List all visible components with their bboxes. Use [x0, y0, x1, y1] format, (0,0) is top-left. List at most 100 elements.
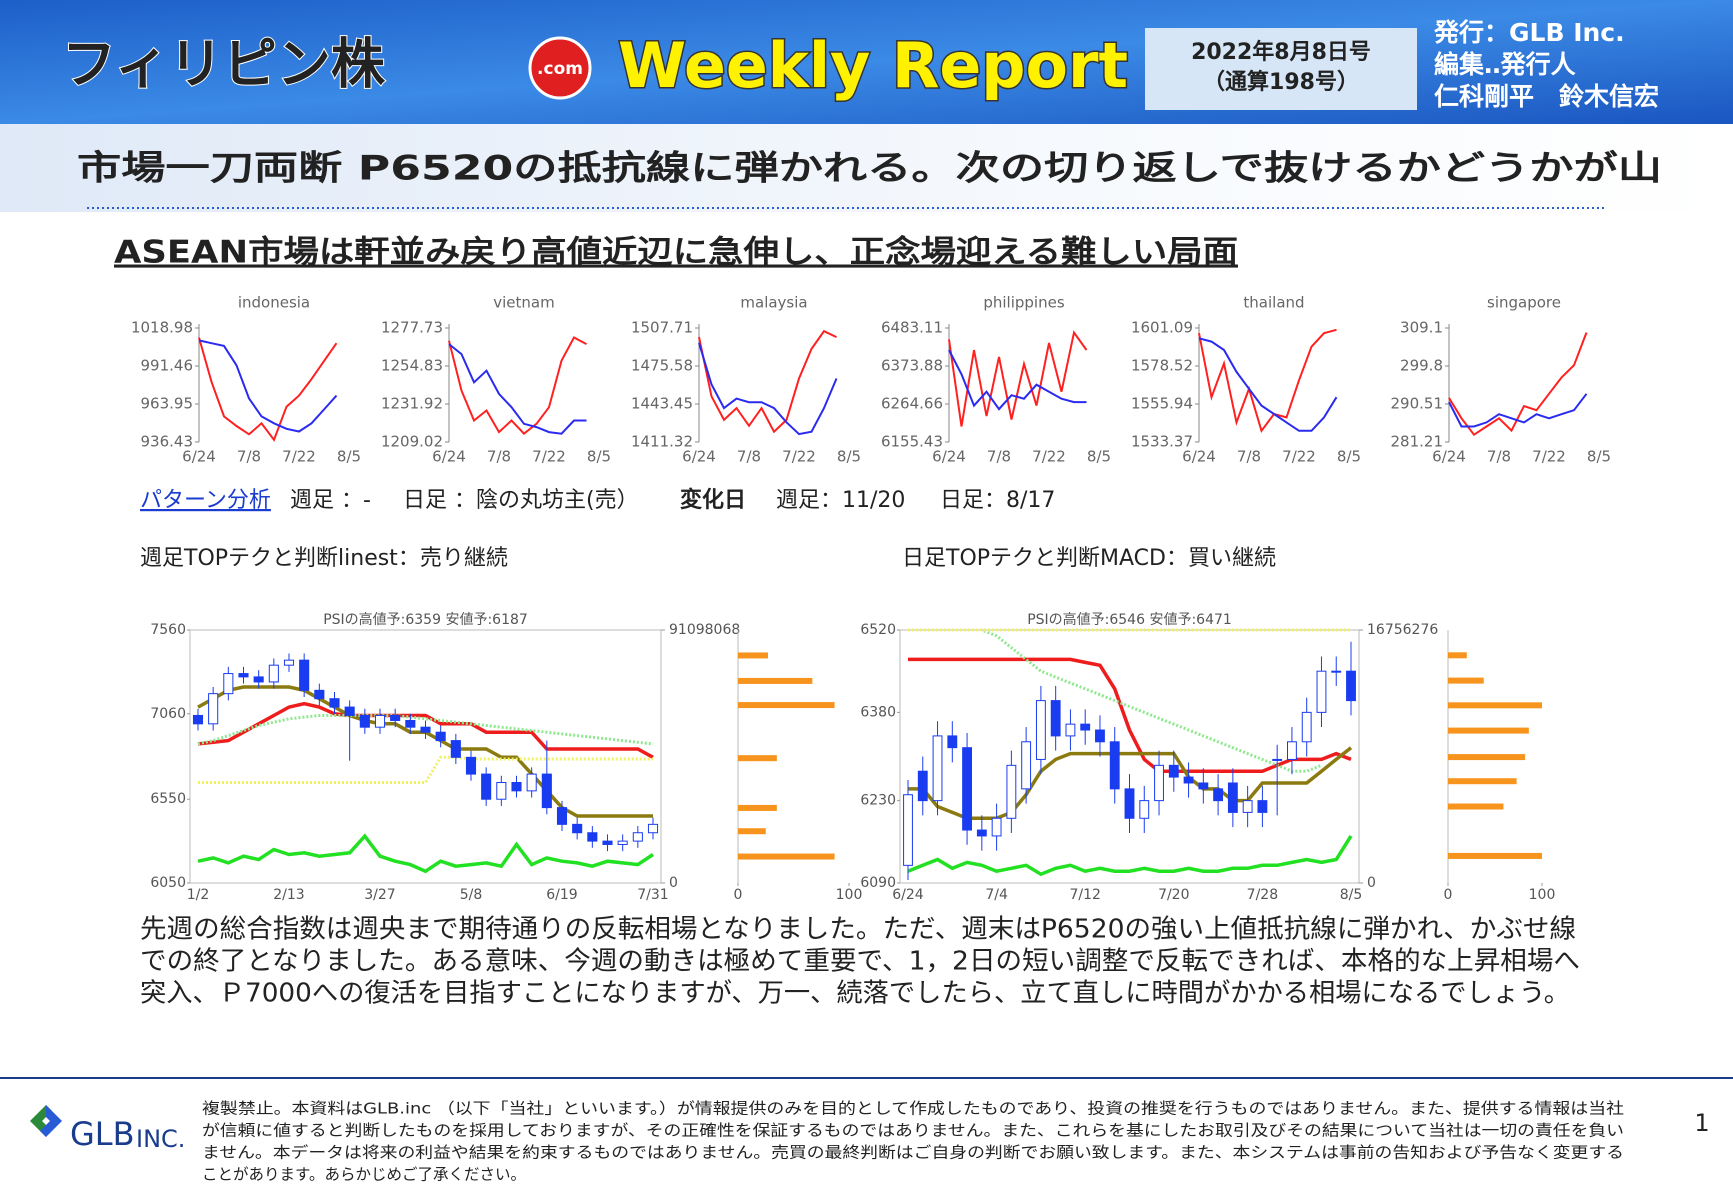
- x-tick-label: 0: [1444, 887, 1453, 903]
- y-tick-label: 1254.83: [381, 356, 443, 374]
- y-tick-label: 1475.58: [631, 357, 693, 375]
- y-tick-label: 290.51: [1391, 394, 1444, 412]
- x-tick-label: 6/19: [546, 887, 577, 903]
- x-tick-label: 8/5: [337, 448, 361, 466]
- candle-body: [1301, 711, 1312, 743]
- notice: ません。本データは将来の利益や結果を約束するものではありません。売買の最終判断は…: [202, 1143, 1624, 1162]
- y2-tick-label: 0: [1367, 875, 1376, 891]
- series-line: [448, 336, 587, 436]
- y2-tick-label: 16756276: [1367, 622, 1438, 638]
- series-line: [948, 349, 1087, 411]
- candle-body: [374, 714, 386, 728]
- mini-title: philippines: [983, 294, 1064, 312]
- y-tick-label: 6483.11: [881, 319, 943, 337]
- candle-body: [917, 770, 928, 802]
- indicator-line: [197, 833, 654, 874]
- candle-body: [435, 731, 446, 742]
- candle-body: [632, 832, 643, 842]
- candle-body: [991, 817, 1002, 837]
- pattern-daily: 日足 ：陰の丸坊主(売）: [403, 488, 639, 513]
- y-tick-label: 1018.98: [131, 319, 193, 337]
- candle-body: [238, 673, 249, 678]
- y-tick-label: 1555.94: [1131, 395, 1193, 413]
- x-tick-label: 6/24: [1182, 448, 1216, 466]
- candle-body: [1183, 776, 1194, 784]
- y-tick-label: 6373.88: [881, 357, 943, 375]
- candle-body: [617, 840, 628, 845]
- y-tick-label: 1601.09: [1131, 319, 1193, 337]
- notice: ことがあります。あらかじめご了承ください。: [202, 1166, 526, 1184]
- chart-title: PSIの高値予:6546 安値予:6471: [1027, 611, 1232, 628]
- issue-box: [1145, 28, 1417, 110]
- headline: 市場一刀両断 P6520の抵抗線に弾かれる。次の切り返しで抜けるかどうかが山: [77, 149, 1662, 189]
- issue-number: （通算198号）: [1203, 69, 1359, 95]
- candle-body: [1227, 782, 1238, 813]
- y2-tick-label: 0: [669, 875, 678, 891]
- candle-body: [253, 676, 264, 683]
- candle-body: [962, 747, 972, 831]
- candle-body: [329, 698, 340, 708]
- x-tick-label: 7/22: [1032, 448, 1066, 466]
- x-tick-label: 7/8: [487, 448, 511, 466]
- series-line: [698, 342, 838, 436]
- y-tick-label: 6264.66: [881, 394, 943, 412]
- candle-body: [1050, 700, 1061, 737]
- y-tick-label: 1231.92: [381, 395, 443, 413]
- volume-bar: [1448, 727, 1529, 734]
- editor-label: 編集‥発行人: [1434, 50, 1576, 79]
- candle-body: [511, 781, 522, 792]
- x-tick-label: 7/31: [637, 887, 668, 903]
- x-tick-label: 100: [836, 887, 863, 903]
- y-tick-label: 963.95: [141, 394, 194, 412]
- series-line: [1198, 328, 1337, 433]
- footer-logo-mark: [30, 1105, 62, 1137]
- y-tick-label: 1443.45: [631, 395, 693, 413]
- candle-body: [359, 714, 370, 728]
- y-tick-label: 6550: [150, 791, 186, 807]
- footer-logo: GLB: [70, 1115, 135, 1153]
- y-tick-label: 6520: [860, 622, 896, 638]
- subheadline: ASEAN市場は軒並み戻り高値近辺に急伸し、正念場迎える難しい局面: [114, 235, 1238, 271]
- volume-bar: [738, 804, 777, 811]
- series-line: [198, 337, 338, 442]
- volume-bar: [738, 702, 835, 709]
- y-tick-label: 6230: [860, 793, 896, 809]
- candle-body: [1035, 700, 1046, 760]
- candle-body: [1346, 670, 1356, 702]
- candle-body: [1272, 758, 1283, 761]
- volume-bar: [738, 677, 813, 684]
- candle-body: [299, 659, 310, 691]
- candle-body: [541, 773, 552, 809]
- candle-body: [465, 756, 477, 775]
- x-tick-label: 7/22: [782, 448, 816, 466]
- indicator-line: [197, 685, 653, 818]
- indicator-line: [197, 701, 654, 759]
- change-label: 変化日: [680, 487, 746, 513]
- volume-bar: [738, 755, 777, 762]
- x-tick-label: 8/5: [1337, 448, 1361, 466]
- candle-body: [1257, 800, 1268, 813]
- x-tick-label: 1/2: [187, 887, 210, 903]
- y-tick-label: 299.8: [1400, 357, 1443, 375]
- x-tick-label: 7/12: [1069, 887, 1100, 903]
- pattern-link[interactable]: パターン分析: [140, 488, 271, 513]
- body-line: 突入、Ｐ7000への復活を目指すことになりますが、万一、続落でしたら、立て直しに…: [140, 979, 1570, 1009]
- x-tick-label: 7/20: [1158, 887, 1189, 903]
- y-tick-label: 1533.37: [1131, 433, 1193, 451]
- candle-body: [1242, 800, 1253, 813]
- y-tick-label: 1411.32: [631, 433, 693, 451]
- candle-body: [496, 781, 507, 800]
- page-number: 1: [1694, 1109, 1709, 1137]
- candle-body: [1213, 788, 1224, 802]
- candle-body: [947, 735, 958, 749]
- y-tick-label: 1507.71: [631, 319, 693, 337]
- candle-body: [602, 840, 613, 845]
- candle-body: [1109, 741, 1120, 790]
- x-tick-label: 100: [1529, 887, 1556, 903]
- candle-body: [1080, 723, 1091, 731]
- issue-date: 2022年8月8日号: [1191, 39, 1371, 65]
- indicator-line: [197, 714, 654, 746]
- candle-body: [268, 664, 279, 683]
- x-tick-label: 8/5: [837, 448, 861, 466]
